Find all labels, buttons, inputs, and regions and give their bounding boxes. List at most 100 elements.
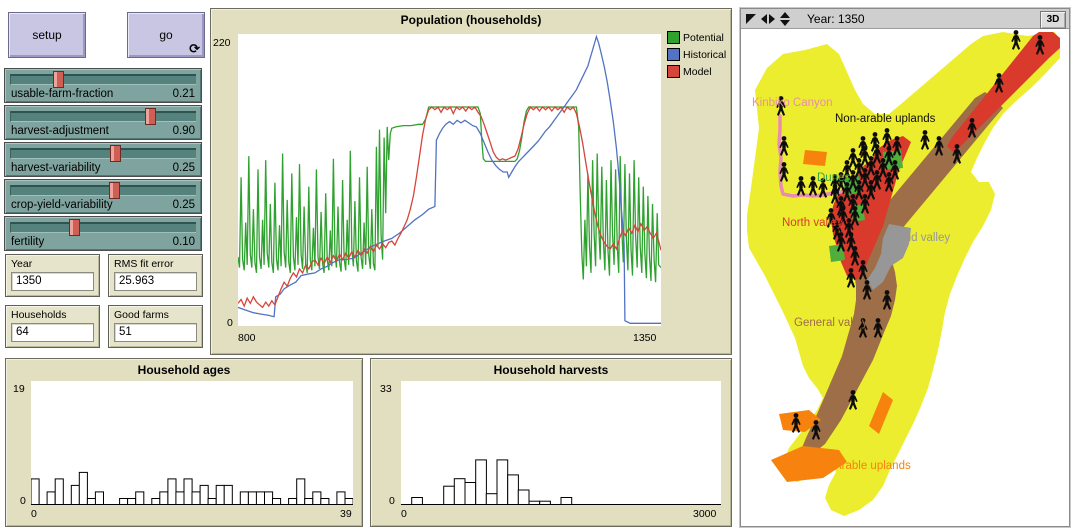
legend-item-historical: Historical (667, 48, 726, 61)
population-xmin-label: 800 (238, 332, 256, 344)
population-xmax-label: 1350 (633, 332, 657, 344)
go-button[interactable]: go ⟳ (127, 12, 205, 58)
ages-xmax-label: 39 (340, 508, 352, 520)
ages-ymax-label: 19 (13, 383, 25, 395)
world-view-header: Year: 1350 3D (741, 9, 1069, 29)
histogram-bar (183, 478, 193, 506)
slider-fertility[interactable]: fertility 0.10 (4, 216, 202, 251)
slider-harvest-variability[interactable]: harvest-variability 0.25 (4, 142, 202, 177)
legend-label: Potential (683, 31, 724, 44)
series-model (237, 105, 662, 309)
view-height-icon[interactable] (779, 11, 791, 26)
map-label-general-valley: General valley (794, 317, 868, 329)
slider-track[interactable] (10, 222, 196, 233)
slider-handle[interactable] (53, 71, 64, 88)
histogram-bar (199, 484, 209, 506)
histogram-bar (223, 484, 233, 506)
map-label-north-valley: North valley (782, 217, 843, 229)
slider-handle[interactable] (109, 182, 120, 199)
slider-track[interactable] (10, 185, 196, 196)
view-width-icon[interactable] (761, 13, 775, 25)
monitor-value: 64 (11, 323, 94, 342)
histogram-bar (485, 493, 498, 506)
monitor-value: 25.963 (114, 272, 197, 291)
histogram-bar (507, 474, 519, 506)
setup-button-label: setup (32, 28, 62, 42)
histogram-bar (239, 491, 249, 506)
monitor-value: 1350 (11, 272, 94, 291)
general-valley-brown-region (801, 92, 1003, 456)
population-plot-canvas (237, 34, 662, 324)
population-ymax-label: 220 (213, 37, 231, 49)
histogram-bar (94, 491, 105, 506)
slider-harvest-adjustment[interactable]: harvest-adjustment 0.90 (4, 105, 202, 140)
slider-label: harvest-variability (11, 162, 101, 174)
slider-track[interactable] (10, 74, 196, 85)
setup-button[interactable]: setup (8, 12, 86, 58)
world-map[interactable]: Kinbiko Canyon Non-arable uplands Dunes Nor… (743, 30, 1067, 524)
slider-value: 0.10 (172, 236, 195, 248)
household-harvests-area (401, 381, 721, 506)
harvests-ymax-label: 33 (380, 383, 392, 395)
histogram-bar (135, 491, 145, 506)
histogram-bar (70, 484, 80, 506)
histogram-bar (159, 491, 169, 506)
slider-value: 0.25 (172, 199, 195, 211)
histogram-bar (78, 471, 88, 506)
view-3d-button[interactable]: 3D (1040, 11, 1066, 29)
slider-value: 0.25 (172, 162, 195, 174)
arable-uplands-orange-1 (779, 410, 821, 432)
slider-value: 0.21 (172, 88, 195, 100)
histogram-bar (264, 491, 274, 506)
slider-value: 0.90 (172, 125, 195, 137)
map-label-arable-uplands: Arable uplands (834, 460, 911, 472)
harvests-xmin-label: 0 (401, 508, 407, 520)
legend-swatch (667, 31, 680, 44)
view-resize-icon[interactable] (745, 13, 757, 25)
histogram-bar (255, 491, 265, 506)
orange-patch-kinbiko (803, 150, 827, 166)
household-harvests-canvas (401, 459, 721, 506)
slider-label: crop-yield-variability (11, 199, 113, 211)
ages-ymin-label: 0 (20, 495, 26, 507)
orange-patch-east (869, 392, 893, 434)
slider-track[interactable] (10, 111, 196, 122)
slider-handle[interactable] (110, 145, 121, 162)
map-label-non-arable-uplands: Non-arable uplands (835, 113, 936, 125)
monitor-rms-fit-error: RMS fit error 25.963 (108, 254, 203, 297)
legend-swatch (667, 65, 680, 78)
household-harvests-plot: Household harvests 33 0 0 3000 (370, 358, 732, 527)
slider-usable-farm-fraction[interactable]: usable-farm-fraction 0.21 (4, 68, 202, 103)
legend-item-potential: Potential (667, 31, 726, 44)
harvests-xmax-label: 3000 (693, 508, 717, 520)
slider-handle[interactable] (69, 219, 80, 236)
slider-label: usable-farm-fraction (11, 88, 114, 100)
arable-uplands-orange-2 (771, 446, 847, 482)
household-ages-title: Household ages (137, 363, 231, 377)
population-plot: Population (households) 220 0 800 1350 P… (210, 8, 732, 355)
kinbiko-stream (777, 114, 843, 198)
population-plot-area (237, 34, 662, 326)
histogram-bar (54, 478, 64, 506)
slider-handle[interactable] (145, 108, 156, 125)
histogram-bar (175, 491, 185, 506)
slider-track[interactable] (10, 148, 196, 159)
population-plot-title: Population (households) (400, 13, 542, 27)
monitor-label: Households (11, 309, 67, 321)
household-harvests-title: Household harvests (493, 363, 609, 377)
histogram-bar (167, 478, 177, 506)
legend-swatch (667, 48, 680, 61)
upper-red-band-region (947, 32, 1060, 152)
monitor-year: Year 1350 (5, 254, 100, 297)
slider-crop-yield-variability[interactable]: crop-yield-variability 0.25 (4, 179, 202, 214)
histogram-bar (496, 459, 509, 506)
view-year-label: Year: 1350 (807, 11, 865, 26)
histogram-bar (296, 478, 306, 506)
monitor-households: Households 64 (5, 305, 100, 348)
histogram-bar (464, 482, 477, 506)
mid-valley-gray-region (867, 224, 911, 290)
slider-label: fertility (11, 236, 45, 248)
population-ymin-label: 0 (227, 317, 233, 329)
